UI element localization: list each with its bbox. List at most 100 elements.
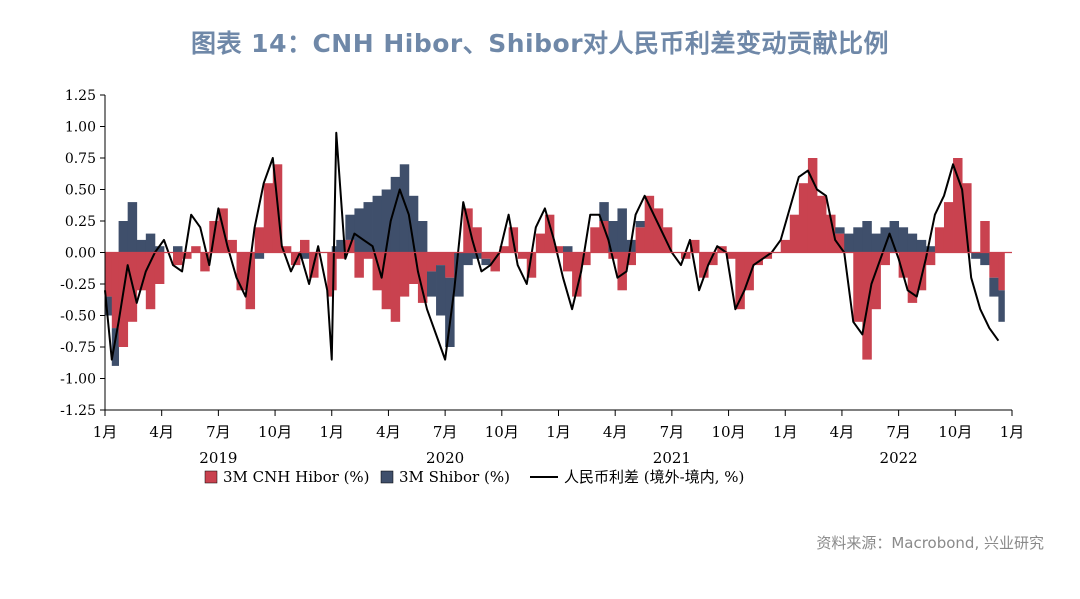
legend-label: 人民币利差 (境外-境内, %) [564, 468, 744, 486]
cnh-area-segment [281, 246, 292, 253]
y-tick-label: 0.75 [65, 151, 96, 167]
shibor-area-segment [254, 252, 265, 259]
cnh-area-segment [300, 239, 310, 253]
cnh-area-segment [680, 252, 691, 259]
shibor-area-segment [563, 246, 573, 253]
y-tick-label: -0.75 [60, 340, 96, 356]
shibor-area-segment [889, 221, 900, 253]
y-tick-label: 0.00 [65, 246, 96, 262]
cnh-area-segment [907, 252, 918, 303]
source-note: 资料来源：Macrobond, 兴业研究 [816, 534, 1044, 552]
x-tick-label: 10月 [712, 423, 746, 441]
cnh-area-segment [336, 252, 346, 259]
cnh-area-segment [817, 195, 827, 253]
cnh-area-segment [290, 252, 301, 266]
shibor-area-segment [345, 214, 355, 240]
x-tick-label: 4月 [830, 423, 855, 441]
cnh-area-segment [644, 195, 655, 253]
x-tick-label: 7月 [660, 423, 685, 441]
cnh-area-segment [481, 252, 491, 259]
cnh-area-segment [998, 252, 1005, 291]
shibor-area-segment [127, 202, 138, 253]
cnh-area-segment [925, 252, 936, 266]
shibor-area-segment [998, 290, 1005, 322]
cnh-area-segment [390, 252, 401, 322]
cnh-area-segment [726, 252, 736, 259]
shibor-area-segment [426, 271, 437, 297]
shibor-area-segment [853, 227, 863, 253]
x-tick-label: 7月 [206, 423, 231, 441]
cnh-area-segment [363, 252, 373, 259]
y-tick-label: 1.25 [65, 88, 96, 104]
cnh-area-segment [417, 252, 428, 303]
x-tick-label: 10月 [938, 423, 972, 441]
cnh-area-segment [590, 227, 600, 253]
cnh-area-segment [599, 221, 609, 253]
shibor-area-segment [105, 296, 113, 316]
legend-swatch [204, 470, 218, 484]
shibor-area-segment [454, 252, 464, 297]
x-tick-label: 1月 [773, 423, 798, 441]
shibor-area-segment [989, 277, 999, 297]
chart-areas [105, 158, 1005, 366]
shibor-area-segment [436, 265, 446, 316]
shibor-area-segment [145, 233, 156, 253]
cnh-area-segment [236, 252, 246, 291]
cnh-area-segment [381, 252, 392, 310]
cnh-area-segment [372, 252, 383, 291]
cnh-area-segment [263, 183, 274, 253]
cnh-area-segment [780, 239, 791, 253]
cnh-area-segment [182, 252, 192, 259]
shibor-area-segment [136, 239, 147, 253]
cnh-area-segment [626, 252, 636, 266]
cnh-area-segment [653, 208, 664, 253]
cnh-area-segment [880, 252, 890, 266]
cnh-area-segment [934, 227, 945, 253]
shibor-area-segment [463, 252, 473, 266]
cnh-area-segment [798, 183, 809, 253]
cnh-area-segment [789, 214, 800, 253]
shibor-area-segment [417, 221, 428, 253]
x-tick-label: 10月 [258, 423, 292, 441]
x-tick-label: 7月 [886, 423, 911, 441]
y-tick-label: 1.00 [65, 120, 96, 136]
chart-axes: 1.25 1.00 0.75 0.50 0.25 0.00 -0.25 -0.50 -0.75 -… [60, 88, 1024, 467]
legend-swatch [380, 470, 394, 484]
shibor-area-segment [599, 202, 609, 221]
shibor-area-segment [980, 252, 990, 266]
shibor-area-segment [635, 221, 646, 228]
cnh-area-segment [118, 252, 129, 347]
cnh-area-segment [581, 252, 591, 266]
cnh-area-segment [853, 252, 863, 322]
cnh-area-segment [254, 227, 265, 253]
cnh-area-segment [662, 227, 673, 253]
cnh-area-segment [617, 252, 627, 291]
shibor-area-segment [971, 252, 981, 259]
chart-legend: 3M CNH Hibor (%) 3M Shibor (%) 人民币利差 (境外-境… [204, 468, 744, 486]
shibor-area-segment [399, 164, 410, 253]
year-label: 2019 [199, 449, 237, 467]
shibor-area-segment [608, 221, 618, 253]
cnh-area-segment [535, 233, 546, 253]
cnh-area-segment [245, 252, 256, 310]
x-tick-label: 10月 [485, 423, 519, 441]
shibor-area-segment [898, 227, 909, 253]
cnh-area-segment [572, 252, 582, 297]
shibor-area-segment [354, 208, 364, 253]
cnh-area-segment [699, 252, 709, 278]
cnh-area-segment [399, 252, 410, 297]
cnh-area-segment [898, 252, 909, 278]
cnh-area-segment [499, 246, 510, 253]
cnh-area-segment [517, 252, 528, 259]
year-label: 2020 [426, 449, 464, 467]
cnh-area-segment [553, 246, 564, 253]
cnh-area-segment [145, 252, 156, 310]
cnh-area-segment [953, 158, 963, 253]
cnh-area-segment [136, 252, 147, 291]
shibor-area-segment [835, 227, 845, 234]
cnh-area-segment [354, 252, 364, 278]
cnh-area-segment [744, 252, 754, 291]
cnh-area-segment [708, 252, 718, 266]
shibor-area-segment [154, 246, 165, 253]
x-tick-label: 7月 [433, 423, 458, 441]
